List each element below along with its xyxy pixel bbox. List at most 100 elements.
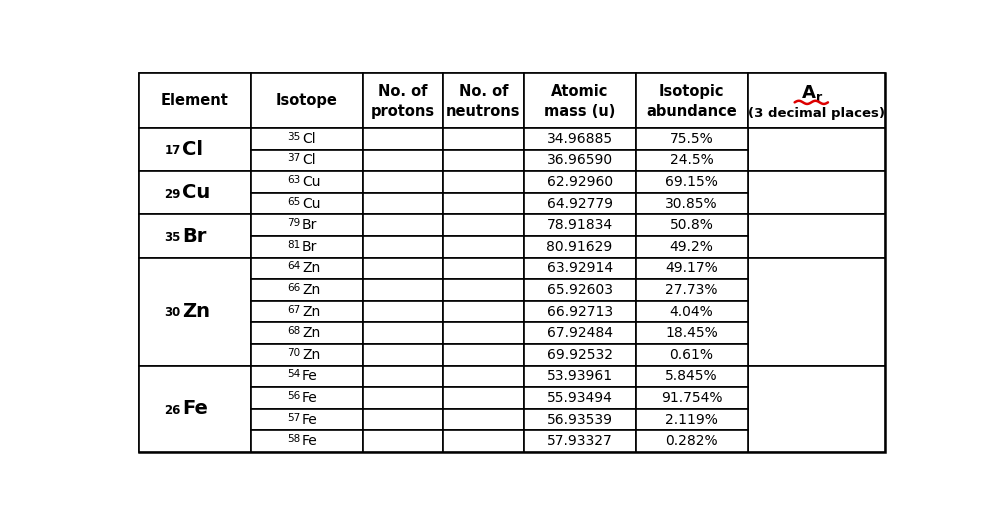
Bar [363,73,444,128]
Bar [635,322,747,344]
Text: Zn: Zn [302,348,321,362]
Text: abundance: abundance [646,104,737,119]
Text: 29: 29 [165,187,181,201]
Text: Cl: Cl [302,132,316,146]
Bar [747,257,885,366]
Bar [523,430,635,452]
Bar [747,171,885,215]
Text: 57.93327: 57.93327 [546,434,612,448]
Text: 78.91834: 78.91834 [546,218,612,232]
Text: $\mathbf{A_r}$: $\mathbf{A_r}$ [801,83,823,103]
Bar [251,128,363,150]
Text: Fe: Fe [302,434,318,448]
Bar [444,257,523,279]
Text: Cl: Cl [183,140,204,159]
Text: 75.5%: 75.5% [669,132,713,146]
Text: 18.45%: 18.45% [665,326,718,340]
Text: Zn: Zn [302,326,321,340]
Bar [635,171,747,193]
Text: 69.15%: 69.15% [665,175,718,189]
Bar [444,409,523,430]
Bar [635,193,747,215]
Text: 4.04%: 4.04% [669,304,713,319]
Bar [444,73,523,128]
Text: 67.92484: 67.92484 [546,326,612,340]
Bar [251,171,363,193]
Bar [523,171,635,193]
Text: Br: Br [302,240,318,254]
Bar [523,193,635,215]
Bar [363,257,444,279]
Text: Br: Br [302,218,318,232]
Bar [251,409,363,430]
Bar [635,150,747,171]
Text: 49.17%: 49.17% [665,262,718,276]
Text: 24.5%: 24.5% [669,153,713,167]
Text: 0.61%: 0.61% [669,348,713,362]
Text: 5.845%: 5.845% [665,369,718,383]
Bar [251,344,363,366]
Text: Cu: Cu [183,183,211,202]
Text: 81: 81 [288,240,301,250]
Bar [523,215,635,236]
Bar [363,322,444,344]
Bar [444,150,523,171]
Bar [523,322,635,344]
Text: 65: 65 [288,197,301,206]
Bar [363,409,444,430]
Bar [139,128,251,171]
Bar [444,215,523,236]
Bar [635,279,747,301]
Bar [523,388,635,409]
Text: 62.92960: 62.92960 [546,175,612,189]
Text: protons: protons [371,104,435,119]
Text: 36.96590: 36.96590 [546,153,612,167]
Bar [747,366,885,452]
Text: Element: Element [161,93,229,108]
Text: 56: 56 [288,391,301,401]
Bar [523,150,635,171]
Bar [523,366,635,388]
Bar [523,279,635,301]
Bar [251,301,363,322]
Bar [251,215,363,236]
Bar [363,301,444,322]
Text: Zn: Zn [302,283,321,297]
Bar [363,236,444,257]
Bar [444,128,523,150]
Bar [251,257,363,279]
Bar [523,409,635,430]
Text: Fe: Fe [302,369,318,383]
Text: 67: 67 [288,304,301,315]
Text: 55.93494: 55.93494 [546,391,612,405]
Text: 34.96885: 34.96885 [546,132,612,146]
Bar [363,279,444,301]
Text: 57: 57 [288,413,301,423]
Bar [251,279,363,301]
Bar [635,344,747,366]
Text: 68: 68 [288,326,301,336]
Text: Atomic: Atomic [550,84,608,99]
Text: Zn: Zn [183,302,211,321]
Bar [523,301,635,322]
Text: 66: 66 [288,283,301,293]
Text: 63.92914: 63.92914 [546,262,612,276]
Text: Fe: Fe [302,391,318,405]
Text: 58: 58 [288,434,301,444]
Text: 80.91629: 80.91629 [546,240,612,254]
Text: mass (u): mass (u) [543,104,615,119]
Text: (3 decimal places): (3 decimal places) [748,107,885,120]
Text: 54: 54 [288,369,301,379]
Bar [139,366,251,452]
Bar [747,128,885,171]
Bar [363,430,444,452]
Bar [251,322,363,344]
Bar [635,388,747,409]
Bar [251,430,363,452]
Bar [363,215,444,236]
Text: No. of: No. of [379,84,428,99]
Text: 35: 35 [288,132,301,142]
Text: Isotope: Isotope [276,93,338,108]
Bar [635,257,747,279]
Text: 17: 17 [165,144,181,157]
